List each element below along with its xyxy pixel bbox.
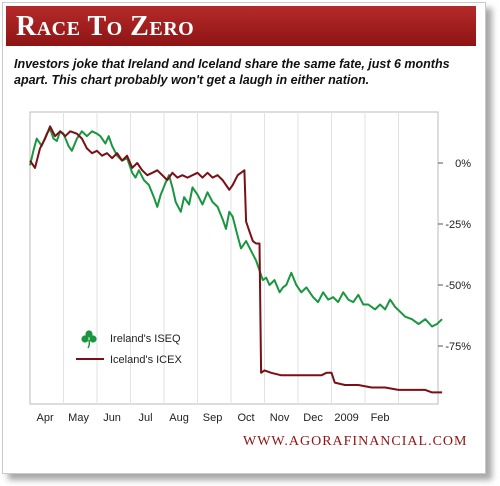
- x-tick-label: 2009: [334, 412, 358, 424]
- x-tick-label: Nov: [270, 412, 290, 424]
- y-tick-label: -50%: [445, 280, 471, 292]
- x-tick-label: Apr: [37, 412, 54, 424]
- legend-label-iceland: Iceland's ICEX: [110, 354, 182, 366]
- y-tick-label: -25%: [445, 219, 471, 231]
- x-tick-label: May: [68, 412, 89, 424]
- vertical-gridlines: [63, 112, 399, 404]
- x-tick-label: Aug: [169, 412, 189, 424]
- legend-label-ireland: Ireland's ISEQ: [110, 333, 181, 345]
- y-axis-ticks: 0% -25% -50% -75%: [438, 158, 471, 353]
- y-tick-label: 0%: [455, 158, 471, 170]
- title-bar: Race To Zero: [6, 6, 476, 46]
- series-line-ireland-iseq: [29, 127, 443, 328]
- series-line-iceland-icex: [29, 125, 443, 394]
- series-lines: [29, 125, 443, 394]
- chart-subtitle: Investors joke that Ireland and Iceland …: [14, 57, 450, 87]
- legend: Ireland's ISEQ Iceland's ICEX: [76, 330, 182, 366]
- shamrock-icon: [81, 330, 97, 349]
- plot-frame: [29, 111, 439, 405]
- x-tick-label: Sep: [203, 412, 223, 424]
- source-credit: WWW.AGORAFINANCIAL.COM: [243, 434, 468, 449]
- chart-title: Race To Zero: [16, 11, 195, 42]
- x-tick-label: Jul: [139, 412, 153, 424]
- y-tick-label: -75%: [445, 341, 471, 353]
- x-tick-label: Oct: [238, 412, 255, 424]
- x-tick-label: Dec: [303, 412, 323, 424]
- x-tick-label: Feb: [371, 412, 390, 424]
- x-axis-ticks: Apr May Jun Jul Aug Sep Oct Nov Dec 2009 Feb: [37, 412, 390, 424]
- x-tick-label: Jun: [103, 412, 121, 424]
